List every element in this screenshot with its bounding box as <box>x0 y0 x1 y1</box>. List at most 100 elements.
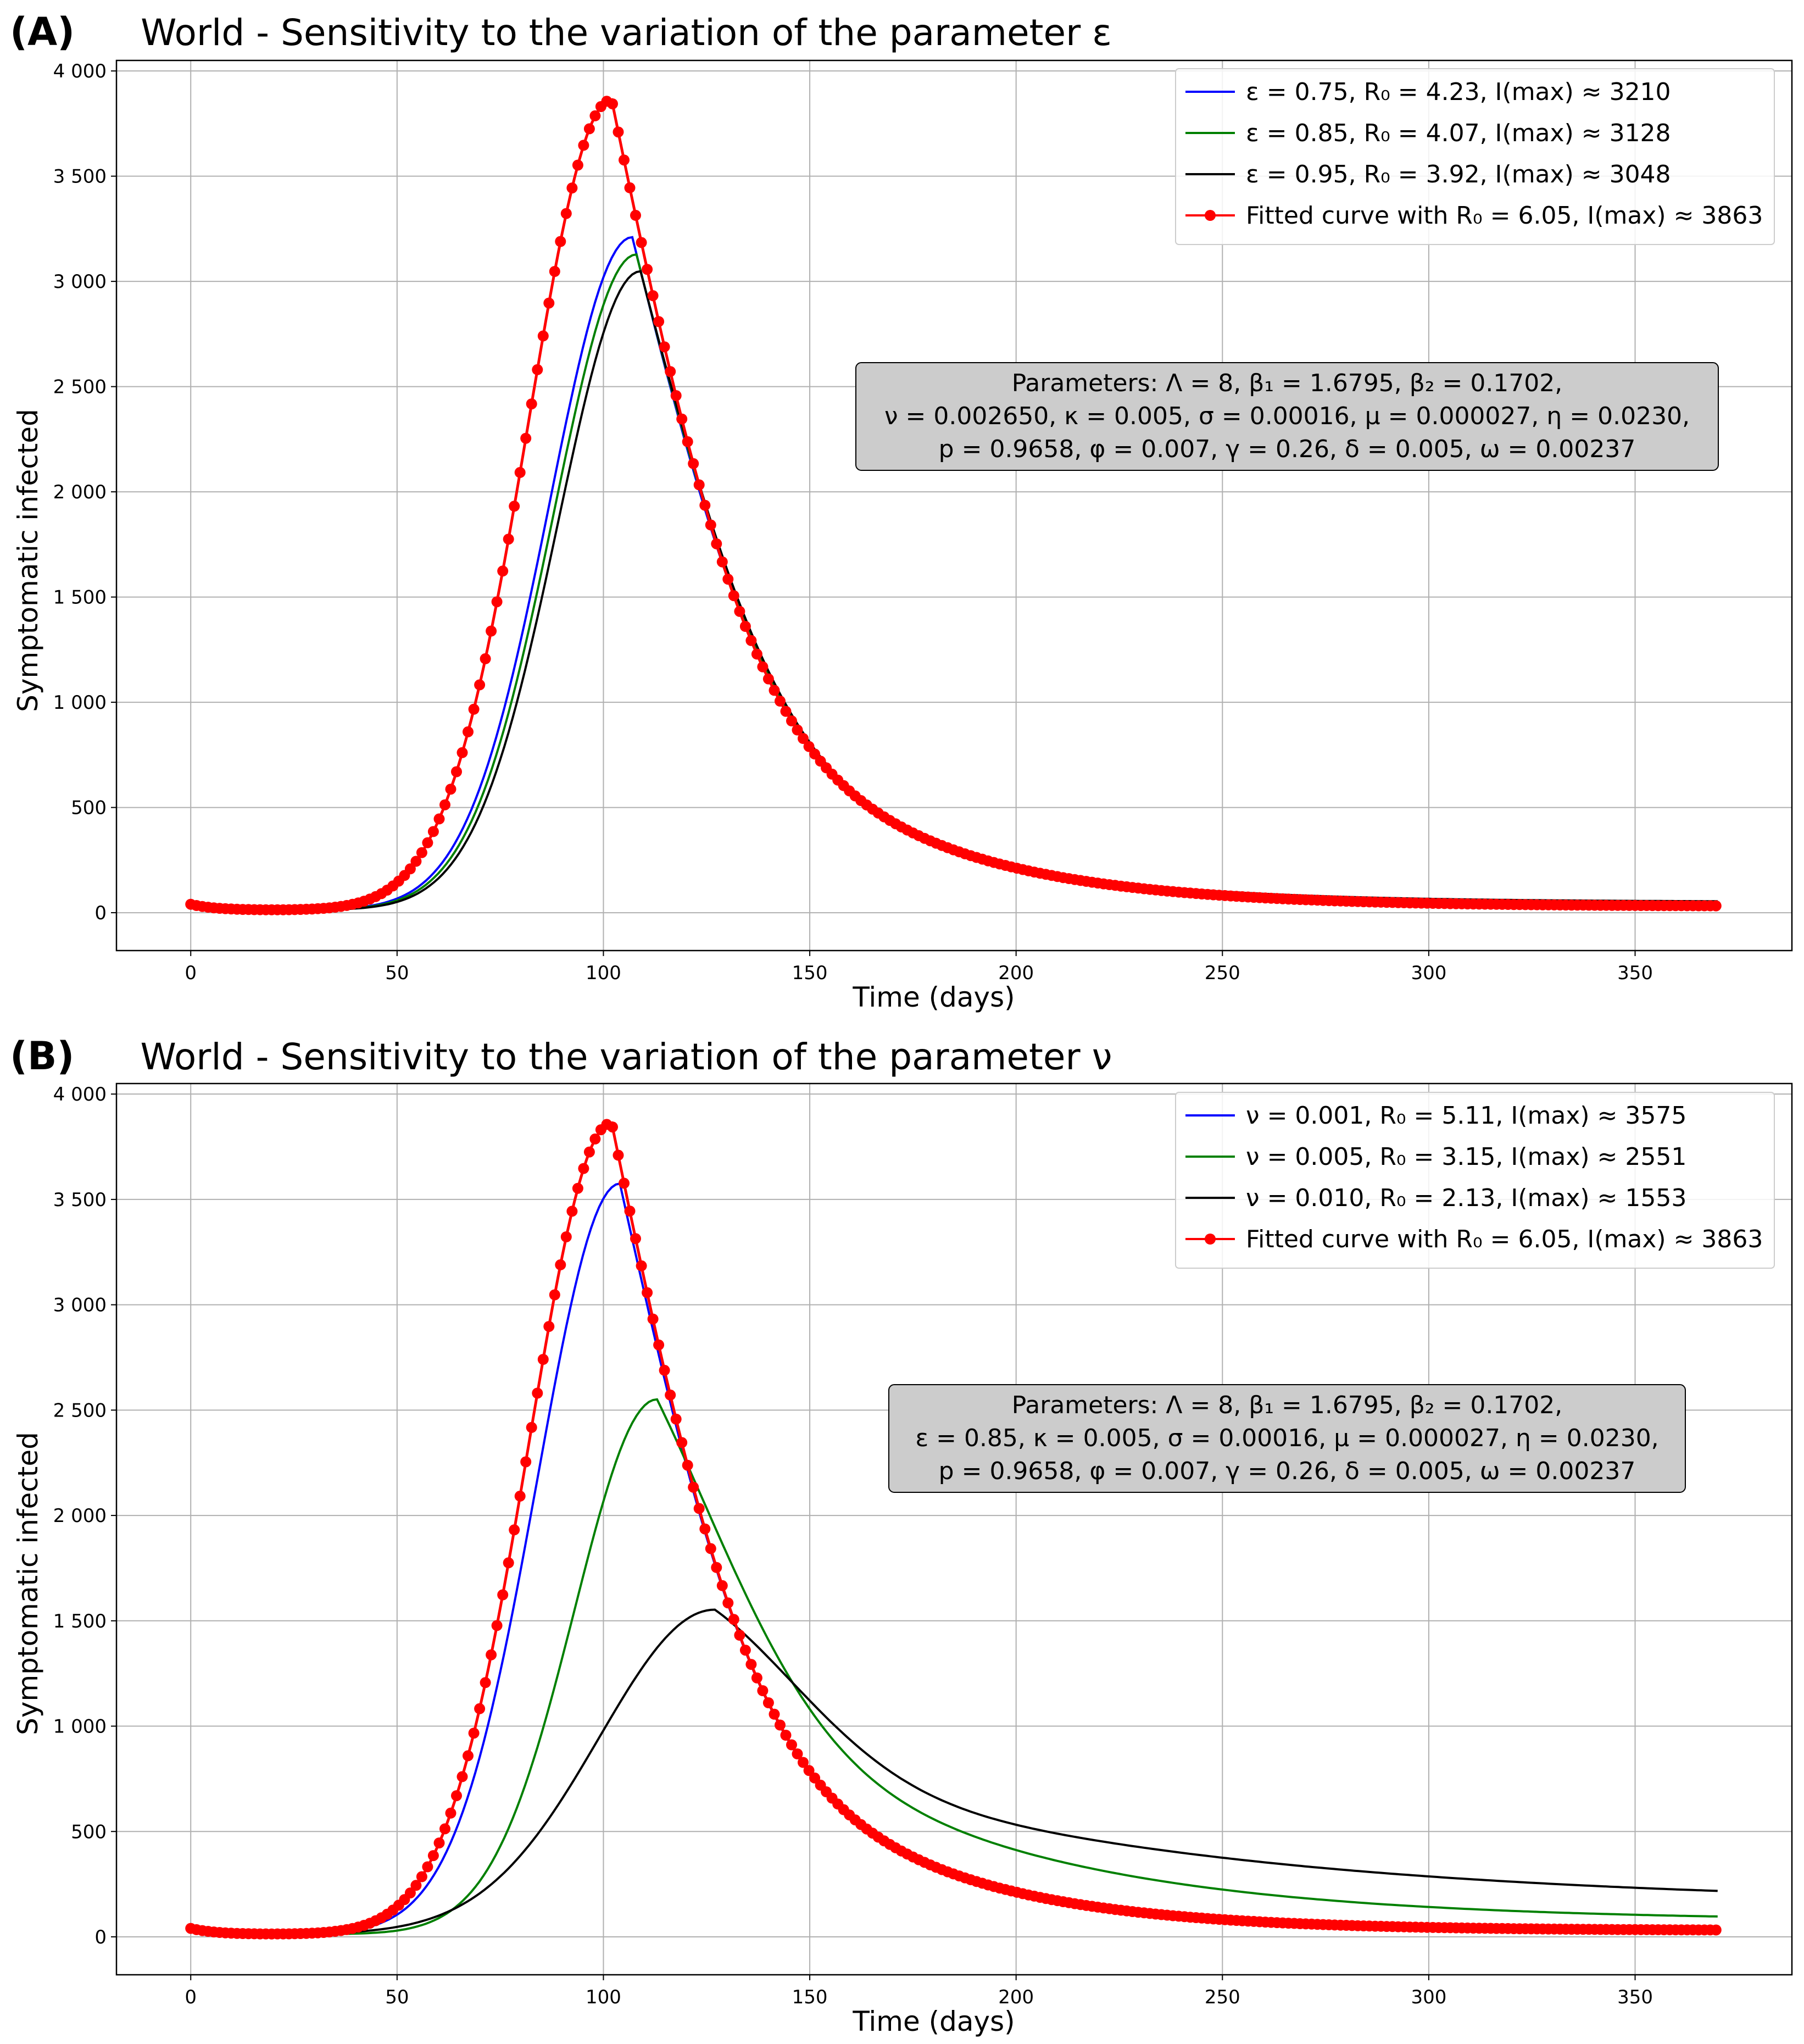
fitted-point <box>728 1614 739 1625</box>
fitted-point <box>555 1259 566 1270</box>
fitted-point <box>491 1620 503 1631</box>
fitted-point <box>762 673 774 685</box>
parameter-line-2: ν = 0.002650, κ = 0.005, σ = 0.00016, μ … <box>884 402 1690 430</box>
fitted-point <box>780 706 792 717</box>
x-tick-label: 100 <box>586 962 621 984</box>
fitted-point <box>734 606 745 617</box>
series-line-1 <box>190 236 1718 912</box>
fitted-point <box>613 1149 624 1161</box>
fitted-point <box>474 679 486 691</box>
parameter-box <box>855 362 1719 471</box>
fitted-point <box>422 1861 433 1873</box>
fitted-point <box>463 726 474 737</box>
fitted-point <box>769 1708 780 1720</box>
fitted-point <box>589 1133 601 1145</box>
fitted-point <box>751 648 762 660</box>
fitted-point <box>560 1231 572 1242</box>
fitted-point <box>688 1481 699 1493</box>
panel-b-x-axis-label: Time (days) <box>852 2006 1015 2037</box>
x-tick-label: 200 <box>998 1986 1034 2008</box>
fitted-point <box>705 519 716 531</box>
panel-a-title: World - Sensitivity to the variation of … <box>141 12 1112 54</box>
panel-b-letter: (B) <box>10 1034 74 1079</box>
fitted-point <box>433 1837 445 1849</box>
fitted-point <box>647 1313 659 1325</box>
fitted-point <box>786 715 797 726</box>
fitted-point <box>734 1630 745 1641</box>
legend-box <box>1175 1092 1775 1269</box>
fitted-point <box>659 1364 670 1376</box>
y-tick-label: 500 <box>71 797 107 819</box>
fitted-point <box>456 1771 468 1782</box>
legend-label-2: ε = 0.85, R₀ = 4.07, I(max) ≈ 3128 <box>1246 119 1671 147</box>
fitted-point <box>509 501 520 512</box>
y-tick-label: 2 000 <box>53 481 107 503</box>
x-tick-label: 100 <box>586 1986 621 2008</box>
fitted-point <box>676 1437 688 1448</box>
fitted-point <box>463 1750 474 1762</box>
fitted-point <box>410 856 422 867</box>
fitted-point <box>583 123 595 135</box>
fitted-point <box>514 1490 526 1502</box>
legend-label-1: ν = 0.001, R₀ = 5.11, I(max) ≈ 3575 <box>1246 1102 1686 1130</box>
fitted-point <box>543 1321 555 1332</box>
fitted-point <box>665 1389 676 1401</box>
fitted-point <box>439 799 450 810</box>
fitted-point <box>722 1597 734 1609</box>
y-tick-label: 0 <box>94 902 107 924</box>
legend-marker <box>1205 210 1216 221</box>
fitted-point <box>427 826 439 837</box>
x-tick-label: 300 <box>1411 1986 1446 2008</box>
fitted-point <box>526 398 537 410</box>
fitted-point <box>792 724 803 736</box>
series-line-3 <box>190 1608 1718 1935</box>
fitted-point <box>486 625 497 637</box>
series-line-1 <box>190 1182 1718 1935</box>
x-tick-label: 0 <box>185 962 197 984</box>
fitted-point <box>775 696 786 707</box>
fitted-point <box>693 479 705 491</box>
fitted-point <box>624 1206 636 1217</box>
x-tick-label: 50 <box>385 962 409 984</box>
fitted-point <box>497 1589 509 1601</box>
fitted-point <box>757 661 769 673</box>
fitted-point <box>676 413 688 425</box>
fitted-point <box>607 98 618 109</box>
fitted-point <box>722 574 734 585</box>
fitted-point <box>520 432 532 444</box>
fitted-point <box>630 209 641 221</box>
fitted-point <box>630 1233 641 1245</box>
fitted-point <box>619 1177 630 1189</box>
fitted-point <box>647 290 659 302</box>
fitted-point <box>532 1387 543 1399</box>
fitted-point <box>716 1580 728 1591</box>
fitted-point <box>572 1182 583 1194</box>
x-tick-label: 250 <box>1205 1986 1240 2008</box>
fitted-point <box>439 1823 450 1835</box>
x-tick-label: 300 <box>1411 962 1446 984</box>
fitted-point <box>560 208 572 219</box>
y-tick-label: 3 500 <box>53 166 107 188</box>
fitted-point <box>757 1685 769 1696</box>
legend-marker <box>1205 1234 1216 1245</box>
fitted-point <box>555 236 566 247</box>
fitted-point <box>532 364 543 375</box>
plot-frame <box>115 59 1793 952</box>
fitted-point <box>769 685 780 696</box>
fitted-point <box>427 1850 439 1862</box>
fitted-point <box>739 1645 751 1656</box>
fitted-point <box>468 1728 480 1739</box>
x-tick-label: 150 <box>792 1986 828 2008</box>
fitted-point <box>497 565 509 577</box>
fitted-point <box>670 1413 682 1425</box>
y-tick-label: 3 000 <box>53 1295 107 1317</box>
legend-box <box>1175 68 1775 245</box>
fitted-point <box>665 366 676 377</box>
fitted-point <box>739 621 751 632</box>
panel-b: (B) World - Sensitivity to the variation… <box>10 1034 1793 2037</box>
fitted-point <box>653 316 665 327</box>
parameter-line-1: Parameters: Λ = 8, β₁ = 1.6795, β₂ = 0.1… <box>1012 369 1563 397</box>
fitted-point <box>578 140 589 151</box>
fitted-point <box>619 154 630 166</box>
panel-a-y-axis-label: Symptomatic infected <box>12 409 44 712</box>
